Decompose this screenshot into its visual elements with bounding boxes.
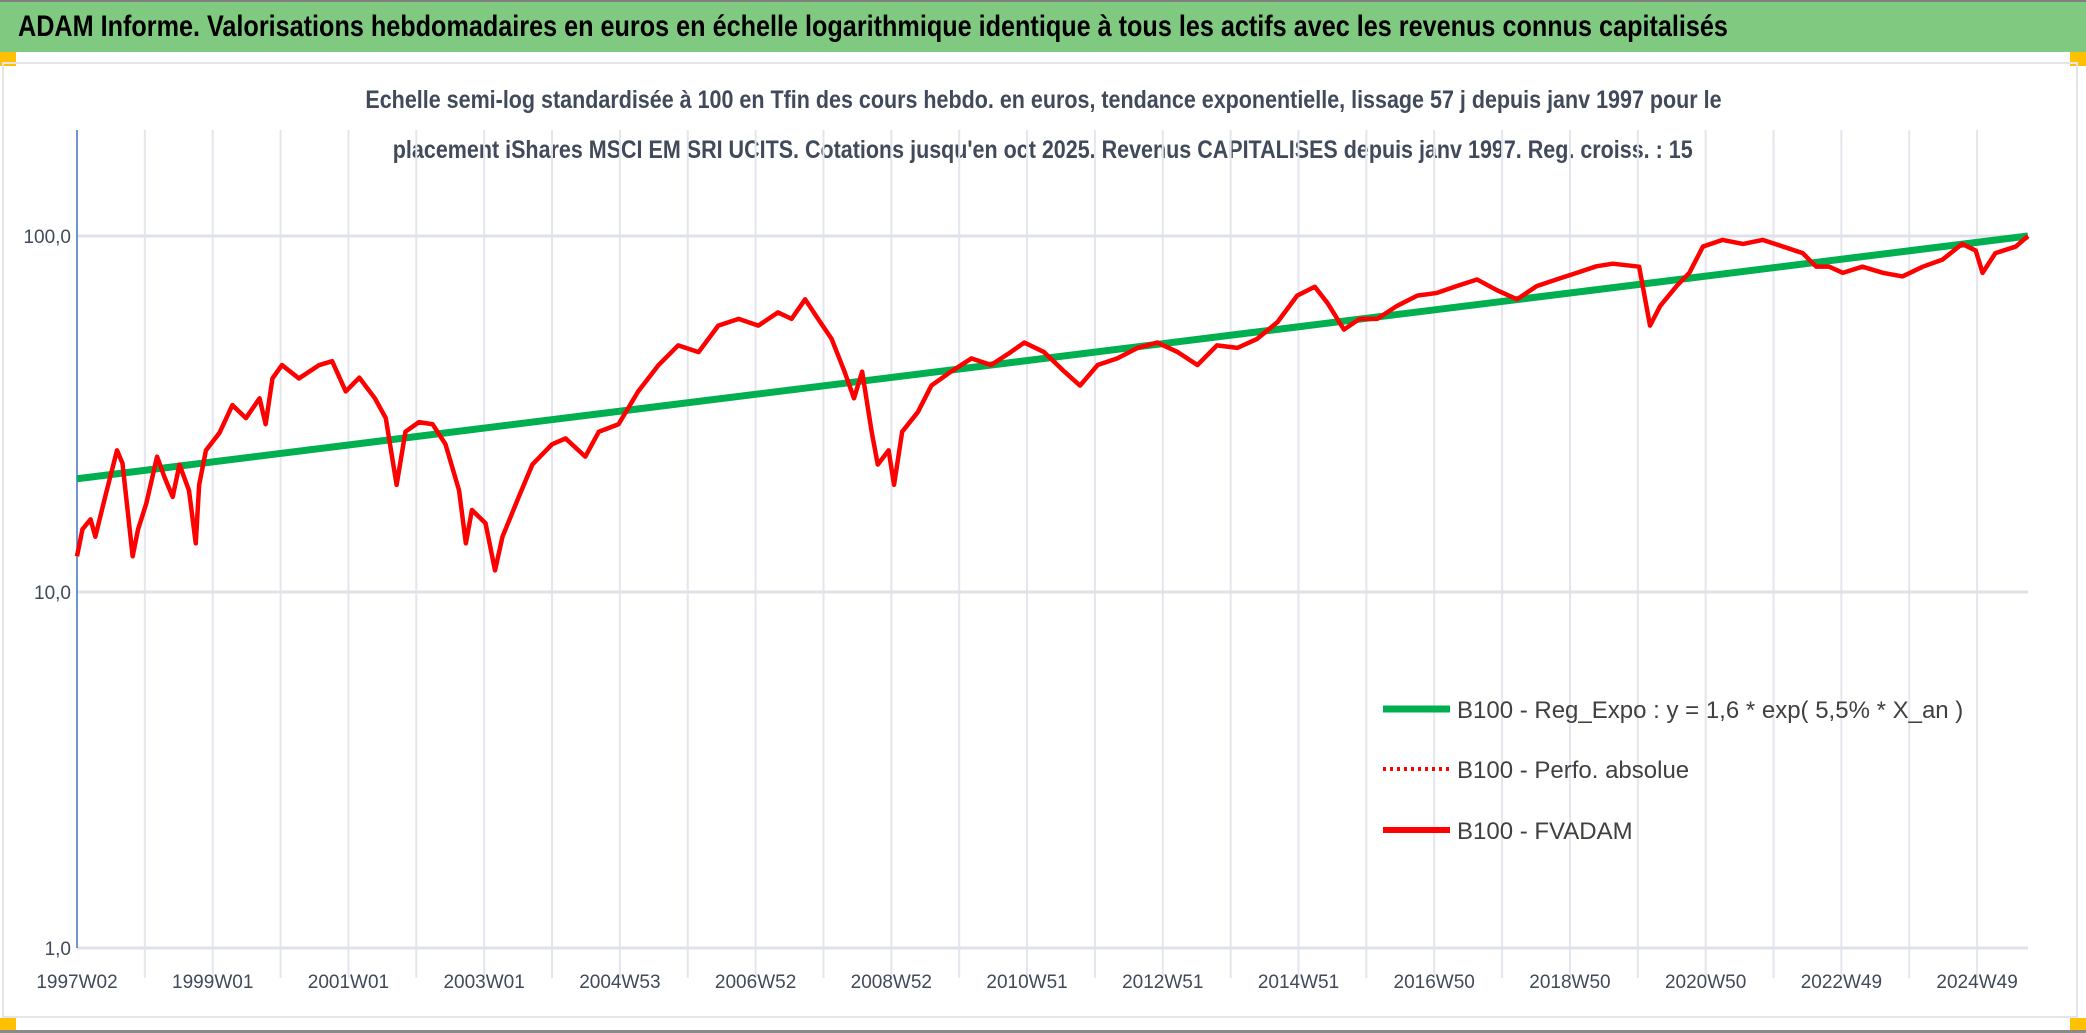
chart-title-text-2: placement iShares MSCI EM SRI UCITS. Cot…	[393, 136, 1693, 164]
x-tick-label: 2003W01	[443, 972, 524, 993]
x-tick-label: 2020W50	[1665, 972, 1746, 993]
legend-label-perfo: B100 - Perfo. absolue	[1457, 757, 1689, 784]
report-title: ADAM Informe. Valorisations hebdomadaire…	[18, 10, 1728, 43]
legend-label-regression: B100 - Reg_Expo : y = 1,6 * exp( 5,5% * …	[1457, 697, 1963, 724]
resize-handle-bottom-left[interactable]	[0, 1018, 16, 1030]
x-tick-label: 1997W02	[36, 972, 117, 993]
chart-title-line-2: placement iShares MSCI EM SRI UCITS. Cot…	[0, 136, 2086, 165]
resize-handle-bottom-right[interactable]	[2070, 1018, 2086, 1030]
report-header: ADAM Informe. Valorisations hebdomadaire…	[0, 2, 2086, 52]
fvadam-line	[74, 234, 2030, 573]
legend-label-fvadam: B100 - FVADAM	[1457, 818, 1633, 845]
x-tick-label: 2004W53	[579, 972, 660, 993]
top-border	[0, 0, 2086, 2]
x-tick-label: 2014W51	[1258, 972, 1339, 993]
y-tick-label: 100,0	[23, 227, 71, 248]
x-tick-label: 2022W49	[1801, 972, 1882, 993]
x-tick-label: 1999W01	[172, 972, 253, 993]
x-tick-label: 2008W52	[851, 972, 932, 993]
x-tick-label: 2024W49	[1936, 972, 2017, 993]
x-tick-label: 2016W50	[1394, 972, 1475, 993]
y-tick-label: 10,0	[34, 583, 71, 604]
chart-area[interactable]	[2, 62, 2078, 1018]
x-tick-label: 2012W51	[1122, 972, 1203, 993]
x-tick-label: 2018W50	[1529, 972, 1610, 993]
chart-title-line-1: Echelle semi-log standardisée à 100 en T…	[0, 86, 2086, 115]
y-tick-label: 1,0	[45, 939, 71, 960]
x-tick-label: 2010W51	[986, 972, 1067, 993]
legend: B100 - Reg_Expo : y = 1,6 * exp( 5,5% * …	[1383, 697, 1963, 845]
x-tick-label: 2006W52	[715, 972, 796, 993]
x-tick-label: 2001W01	[308, 972, 389, 993]
chart-title-text-1: Echelle semi-log standardisée à 100 en T…	[364, 86, 1722, 114]
bottom-border	[0, 1030, 2086, 1033]
